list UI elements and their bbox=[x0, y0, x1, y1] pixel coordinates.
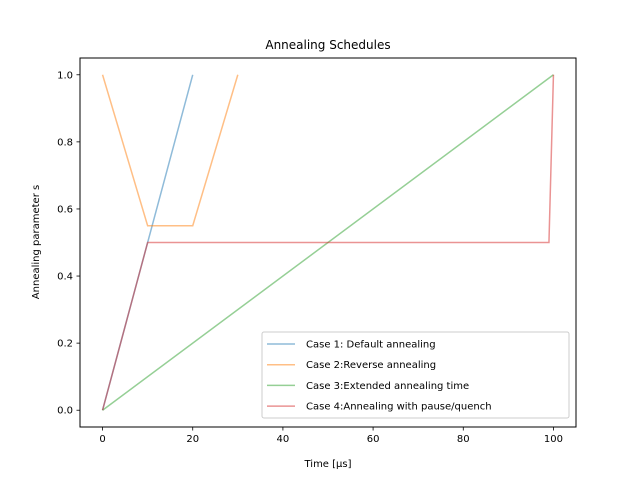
x-tick-label: 20 bbox=[186, 434, 199, 445]
series-line-4 bbox=[101, 74, 555, 411]
x-tick-label: 80 bbox=[457, 434, 470, 445]
legend-entry-3: Case 3:Extended annealing time bbox=[306, 381, 469, 392]
x-tick-label: 100 bbox=[544, 434, 563, 445]
x-tick-label: 60 bbox=[367, 434, 380, 445]
axes-frame bbox=[79, 57, 577, 428]
x-tick-label: 0 bbox=[99, 434, 105, 445]
legend-entry-1: Case 1: Default annealing bbox=[306, 340, 436, 351]
y-tick-label: 0.6 bbox=[57, 204, 73, 215]
x-tick-label: 40 bbox=[277, 434, 290, 445]
y-tick-label: 1.0 bbox=[57, 70, 73, 81]
x-axis-label: Time [μs] bbox=[303, 459, 351, 470]
legend-entry-4: Case 4:Annealing with pause/quench bbox=[306, 402, 492, 413]
x-axis-ticks: 0 20 40 60 80 100 bbox=[99, 427, 563, 445]
legend-entry-2: Case 2:Reverse annealing bbox=[306, 360, 436, 371]
y-axis-label: Annealing parameter s bbox=[31, 185, 42, 299]
y-axis-ticks: 0.0 0.2 0.4 0.6 0.8 1.0 bbox=[57, 70, 80, 417]
legend: Case 1: Default annealing Case 2:Reverse … bbox=[261, 331, 570, 419]
chart-title: Annealing Schedules bbox=[265, 38, 390, 52]
y-tick-label: 0.4 bbox=[57, 272, 73, 283]
y-tick-label: 0.2 bbox=[57, 339, 73, 350]
plot-lines bbox=[101, 74, 555, 411]
y-tick-label: 0.8 bbox=[57, 137, 73, 148]
y-tick-label: 0.0 bbox=[57, 406, 73, 417]
legend-box bbox=[261, 331, 570, 419]
series-line-2 bbox=[101, 74, 239, 227]
